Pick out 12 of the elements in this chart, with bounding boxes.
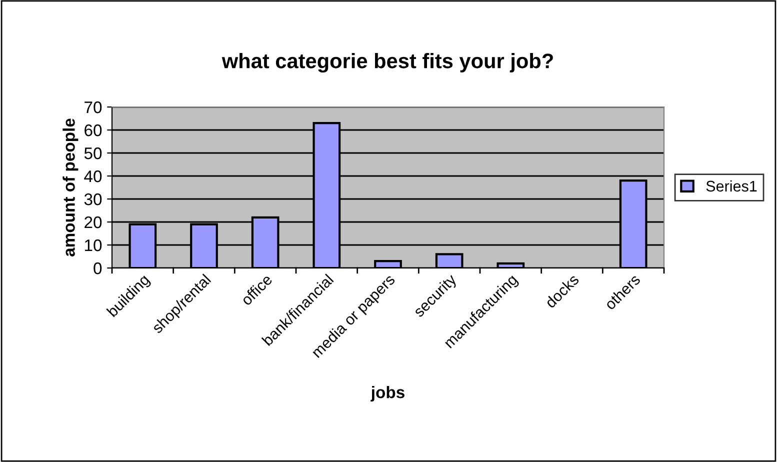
y-axis-title: amount of people [62, 118, 78, 256]
y-tick-label: 50 [84, 147, 102, 160]
chart-title: what categorie best fits your job? [222, 53, 553, 73]
y-tick-label: 0 [94, 262, 102, 274]
y-tick-label: 20 [84, 216, 102, 228]
y-tick-label: 30 [84, 193, 102, 206]
legend-label: Series1 [706, 180, 757, 192]
y-tick-label: 40 [84, 170, 102, 182]
x-axis-title: jobs [370, 386, 404, 402]
y-tick-label: 60 [84, 124, 102, 136]
y-tick-label: 10 [85, 239, 102, 252]
y-tick-label: 70 [84, 101, 102, 114]
